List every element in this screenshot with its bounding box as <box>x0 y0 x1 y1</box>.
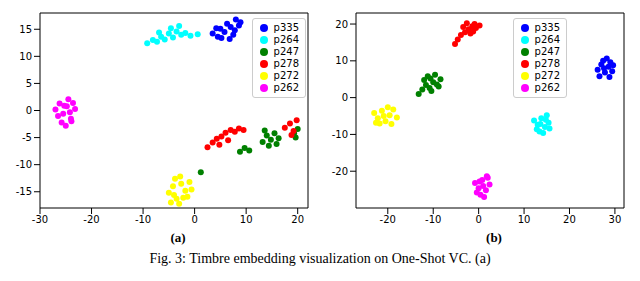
svg-text:-30: -30 <box>32 214 48 225</box>
html-text:p335: p335 <box>534 22 560 33</box>
svg-text:10: 10 <box>19 51 32 62</box>
svg-text:15: 15 <box>19 24 32 35</box>
html-text:(b): (b) <box>486 230 502 245</box>
html-text:p335: p335 <box>273 22 299 33</box>
html-text:p262: p262 <box>273 82 299 93</box>
html-text:p247: p247 <box>273 46 299 57</box>
svg-text:-20: -20 <box>332 166 348 177</box>
html-text:p272: p272 <box>273 70 299 81</box>
svg-text:10: 10 <box>518 214 531 225</box>
svg-text:-10: -10 <box>135 214 151 225</box>
svg-text:20: 20 <box>335 19 348 30</box>
svg-text:10: 10 <box>240 214 253 225</box>
html-text:p278: p278 <box>534 58 560 69</box>
svg-text:-5: -5 <box>22 132 32 143</box>
html-text:p262: p262 <box>534 82 560 93</box>
svg-text:30: 30 <box>609 214 622 225</box>
html-text:p278: p278 <box>273 58 299 69</box>
svg-text:0: 0 <box>191 214 197 225</box>
svg-text:10: 10 <box>335 55 348 66</box>
svg-text:-20: -20 <box>380 214 396 225</box>
html-text:p264: p264 <box>534 34 560 45</box>
html-text:p264: p264 <box>273 34 299 45</box>
svg-text:-10: -10 <box>332 129 348 140</box>
svg-text:0: 0 <box>26 105 32 116</box>
svg-text:0: 0 <box>342 92 348 103</box>
html-text:Fig. 3: Timbre embedding visua: Fig. 3: Timbre embedding visualization o… <box>149 251 491 266</box>
html-text:p247: p247 <box>534 46 560 57</box>
svg-text:-10: -10 <box>16 159 32 170</box>
svg-text:20: 20 <box>563 214 576 225</box>
html-text:(a): (a) <box>170 230 186 245</box>
svg-text:0: 0 <box>475 214 481 225</box>
svg-text:-10: -10 <box>425 214 441 225</box>
svg-text:20: 20 <box>291 214 304 225</box>
html-text:p272: p272 <box>534 70 560 81</box>
svg-text:-15: -15 <box>16 186 32 197</box>
svg-text:5: 5 <box>26 78 32 89</box>
svg-text:-20: -20 <box>83 214 99 225</box>
